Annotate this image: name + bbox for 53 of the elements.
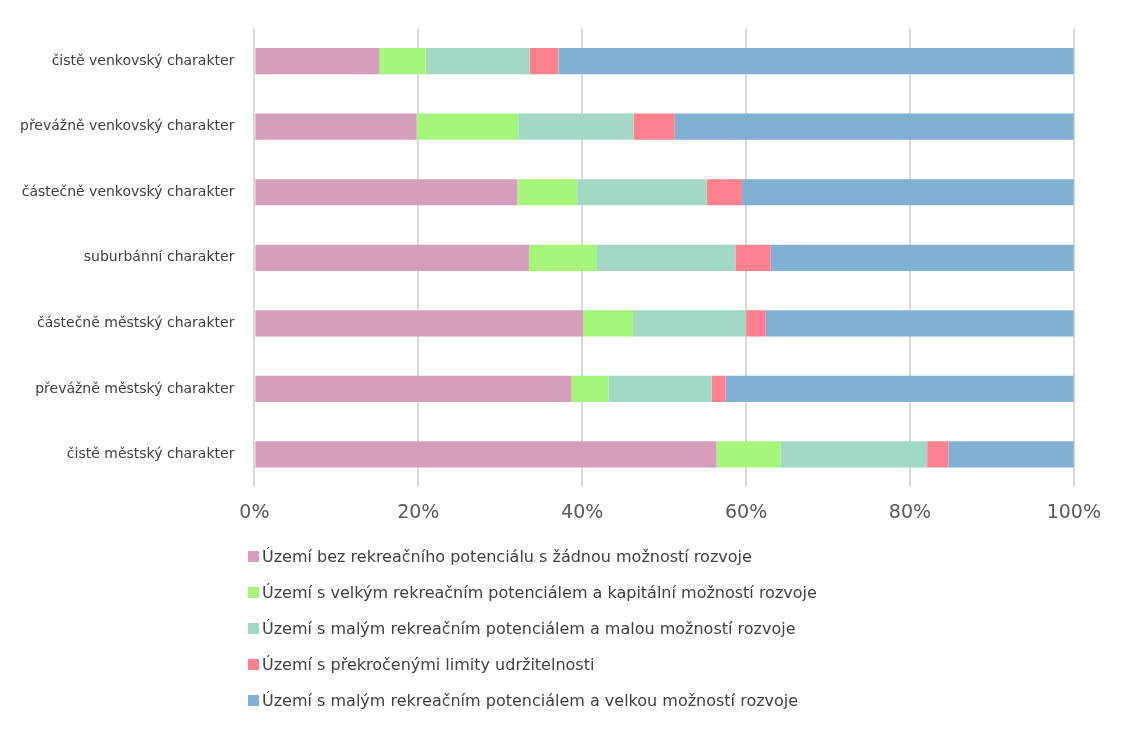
bar: [746, 310, 766, 337]
bar: [558, 48, 1074, 75]
bar: [255, 113, 417, 140]
y-tick-label: čistě městský charakter: [66, 445, 235, 462]
bar: [706, 179, 742, 206]
bar: [741, 179, 1074, 206]
y-tick-label: částečně venkovský charakter: [21, 182, 235, 199]
bar: [716, 441, 781, 468]
bar: [255, 375, 572, 402]
legend-label: Území s malým rekreačním potenciálem a malou možností rozvoje: [262, 618, 796, 638]
y-tick-label: suburbánní charakter: [83, 248, 235, 265]
bar: [255, 48, 379, 75]
legend-label: Území bez rekreačního potenciálu s žádnou možností rozvoje: [262, 546, 752, 566]
bar: [517, 179, 578, 206]
bar: [632, 310, 747, 337]
bar: [255, 441, 717, 468]
bar: [255, 310, 584, 337]
bar: [674, 113, 1074, 140]
bar: [608, 375, 712, 402]
bar: [725, 375, 1074, 402]
bar: [518, 113, 634, 140]
y-tick-label: částečně městský charakter: [36, 313, 235, 330]
y-tick-label: čistě venkovský charakter: [51, 51, 235, 68]
bar: [416, 113, 519, 140]
y-tick-label: převážně městský charakter: [35, 379, 235, 396]
x-tick-label: 40%: [561, 499, 604, 522]
bar: [583, 310, 633, 337]
bar: [571, 375, 609, 402]
x-tick-label: 100%: [1046, 499, 1101, 522]
bar: [765, 310, 1074, 337]
bar: [735, 244, 771, 271]
bar: [780, 441, 928, 468]
bar: [711, 375, 726, 402]
bar: [577, 179, 707, 206]
legend-label: Území s malým rekreačním potenciálem a velkou možností rozvoje: [262, 690, 799, 710]
legend-label: Území s překročenými limity udržitelnosti: [262, 654, 595, 674]
bar: [927, 441, 949, 468]
bar: [596, 244, 736, 271]
legend-label: Území s velkým rekreačním potenciálem a kapitální možností rozvoje: [262, 582, 817, 602]
bar: [255, 179, 518, 206]
bar: [378, 48, 426, 75]
bar: [528, 244, 597, 271]
x-tick-label: 60%: [724, 499, 768, 522]
bar: [633, 113, 675, 140]
bar: [770, 244, 1074, 271]
bar: [948, 441, 1074, 468]
y-tick-label: převážně venkovský charakter: [19, 117, 235, 134]
bar: [425, 48, 530, 75]
x-tick-label: 80%: [888, 499, 932, 522]
bar: [529, 48, 559, 75]
bar: [255, 244, 529, 271]
x-tick-label: 0%: [239, 499, 270, 522]
x-tick-label: 20%: [397, 499, 440, 522]
